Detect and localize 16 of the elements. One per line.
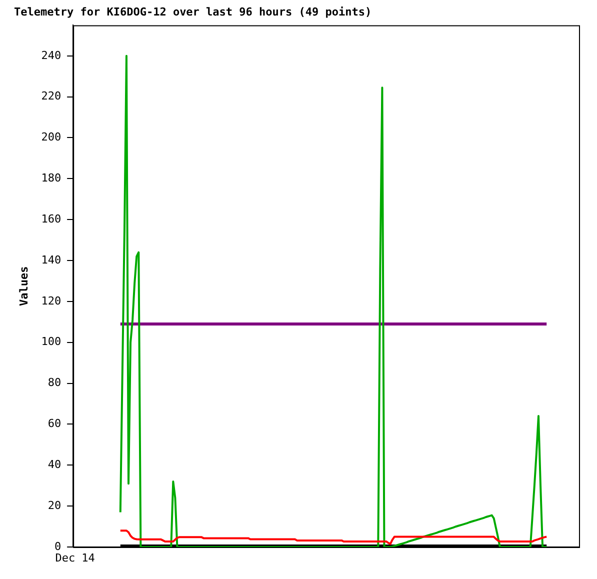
y-tick-label: 60 [48,417,62,430]
y-tick-label: 80 [48,376,62,390]
y-tick-label: 20 [48,498,62,512]
y-tick-label: 40 [48,458,62,472]
text: Dec 14 [55,551,96,564]
y-tick-label: 200 [41,130,62,144]
y-tick-label: 220 [41,90,62,103]
y-tick-label: 100 [41,335,62,348]
y-tick-label: 120 [41,294,62,308]
y-tick-label: 140 [41,253,62,266]
y-tick-label: 0 [54,540,62,553]
y-tick-label: 240 [41,48,62,62]
y-tick-label: 180 [41,172,62,185]
y-axis-title: Values [17,266,30,306]
chart-title: Telemetry for KI6DOG-12 over last 96 hours (49 points) [14,5,372,18]
y-tick-label: 160 [41,212,62,226]
